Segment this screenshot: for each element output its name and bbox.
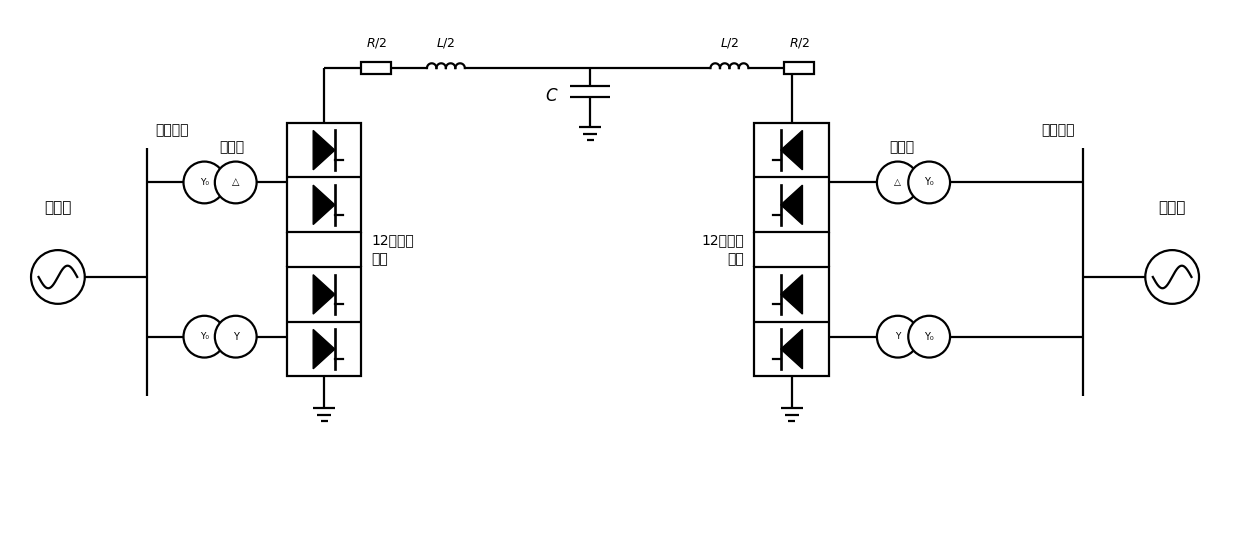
- Text: $R/2$: $R/2$: [366, 36, 387, 50]
- Bar: [754, 267, 828, 377]
- Text: 12脉动换
流器: 12脉动换 流器: [702, 233, 744, 266]
- Circle shape: [215, 162, 257, 203]
- Text: Y₀: Y₀: [924, 332, 934, 341]
- Polygon shape: [314, 185, 335, 224]
- Text: $L/2$: $L/2$: [719, 36, 739, 50]
- Text: △: △: [232, 177, 239, 188]
- Text: Y: Y: [233, 332, 238, 341]
- Circle shape: [184, 162, 226, 203]
- Text: $C$: $C$: [544, 87, 558, 105]
- Polygon shape: [781, 275, 802, 314]
- Circle shape: [215, 316, 257, 358]
- Bar: [361, 62, 391, 74]
- Polygon shape: [314, 131, 335, 170]
- Text: $R/2$: $R/2$: [789, 36, 810, 50]
- Text: 逆变侧: 逆变侧: [1158, 201, 1185, 215]
- Polygon shape: [314, 275, 335, 314]
- Text: 12脉动换
流器: 12脉动换 流器: [371, 233, 414, 266]
- Text: $L/2$: $L/2$: [436, 36, 455, 50]
- Polygon shape: [314, 330, 335, 369]
- Circle shape: [184, 316, 226, 358]
- Bar: [754, 123, 828, 232]
- Text: 交流母线: 交流母线: [1042, 124, 1075, 138]
- Text: 交流母线: 交流母线: [155, 124, 188, 138]
- Circle shape: [877, 162, 919, 203]
- Text: Y₀: Y₀: [200, 178, 208, 187]
- Circle shape: [877, 316, 919, 358]
- Text: Y: Y: [895, 332, 900, 341]
- Bar: [286, 267, 361, 377]
- Circle shape: [908, 162, 950, 203]
- Polygon shape: [781, 185, 802, 224]
- Polygon shape: [781, 330, 802, 369]
- Text: 变压器: 变压器: [889, 140, 914, 154]
- Text: Y₀: Y₀: [200, 332, 208, 341]
- Text: 变压器: 变压器: [219, 140, 244, 154]
- Text: Y₀: Y₀: [924, 177, 934, 188]
- Text: 整流侧: 整流侧: [45, 201, 72, 215]
- Bar: [286, 123, 361, 232]
- Circle shape: [1146, 250, 1199, 304]
- Text: △: △: [894, 178, 901, 187]
- Circle shape: [908, 316, 950, 358]
- Bar: [784, 62, 813, 74]
- Polygon shape: [781, 131, 802, 170]
- Circle shape: [31, 250, 84, 304]
